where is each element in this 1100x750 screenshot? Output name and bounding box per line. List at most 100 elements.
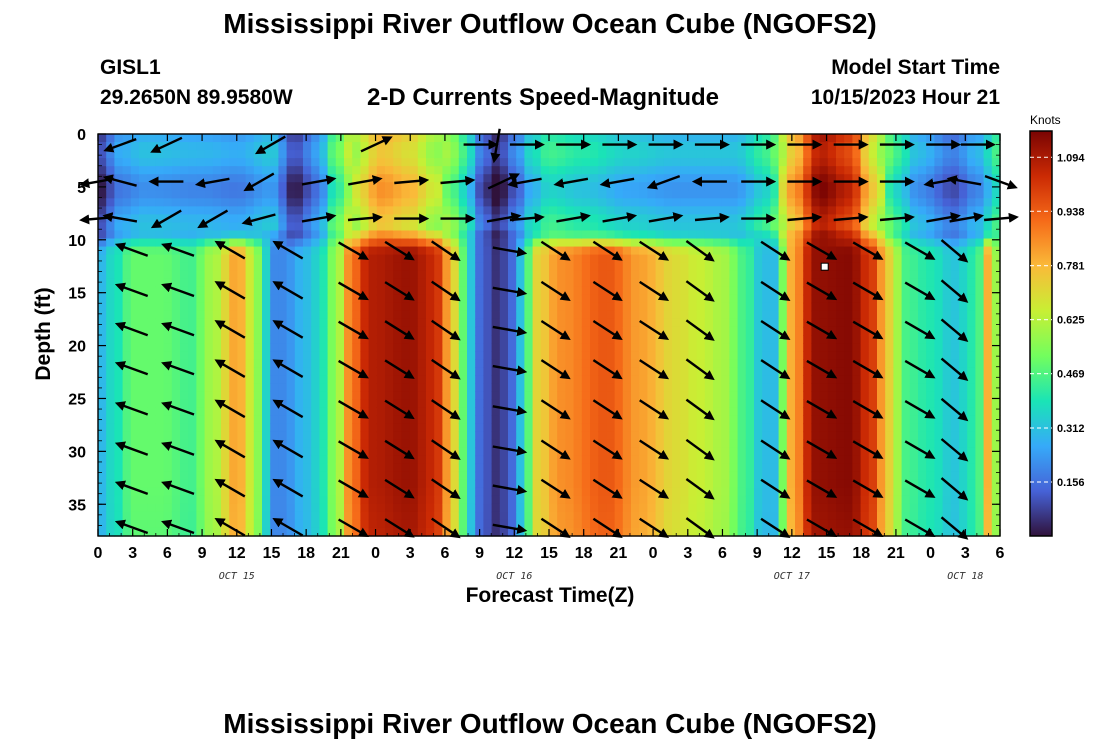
heat-cell <box>114 150 124 159</box>
heat-cell <box>278 166 288 175</box>
heat-cell <box>286 142 296 151</box>
heat-cell <box>565 447 575 457</box>
heat-cell <box>409 190 419 199</box>
heat-cell <box>598 326 607 336</box>
heat-cell <box>368 479 378 489</box>
heat-cell <box>680 351 689 360</box>
heat-cell <box>565 310 575 320</box>
heat-cell <box>819 487 829 497</box>
heat-cell <box>458 415 468 425</box>
heat-cell <box>836 190 845 199</box>
heat-cell <box>327 335 337 344</box>
heat-cell <box>614 182 624 191</box>
heat-cell <box>499 351 509 360</box>
heat-cell <box>745 182 755 191</box>
heat-cell <box>171 238 181 248</box>
heat-cell <box>557 206 566 215</box>
heat-cell <box>508 359 517 368</box>
heat-cell <box>139 455 148 465</box>
heat-cell <box>737 471 747 481</box>
heat-cell <box>434 294 443 304</box>
heat-cell <box>475 519 484 529</box>
heat-cell <box>122 190 132 199</box>
heat-cell <box>696 343 706 352</box>
heat-cell <box>196 503 206 513</box>
heat-cell <box>770 254 780 264</box>
heat-cell <box>680 166 689 175</box>
heat-cell <box>598 359 607 368</box>
heat-cell <box>868 278 878 288</box>
heat-cell <box>606 214 616 224</box>
heat-cell <box>221 407 230 416</box>
heat-cell <box>376 246 386 256</box>
heat-cell <box>639 335 648 344</box>
heat-cell <box>352 302 361 312</box>
heat-cell <box>262 527 271 537</box>
heat-cell <box>188 278 197 288</box>
heat-cell <box>262 198 271 207</box>
heat-cell <box>877 351 886 360</box>
heat-cell <box>434 423 443 433</box>
heat-cell <box>212 230 222 240</box>
heat-cell <box>893 423 903 433</box>
heat-cell <box>663 375 673 384</box>
heat-cell <box>803 423 812 433</box>
heat-cell <box>631 479 640 489</box>
heat-cell <box>762 254 771 264</box>
heat-cell <box>770 343 780 352</box>
heat-cell <box>130 415 140 425</box>
heat-cell <box>819 479 829 489</box>
heat-cell <box>598 479 607 489</box>
heat-cell <box>122 407 132 416</box>
heat-cell <box>885 431 894 441</box>
heat-cell <box>491 166 501 175</box>
heat-cell <box>737 495 747 505</box>
heat-cell <box>655 222 665 232</box>
heat-cell <box>311 182 320 191</box>
heat-cell <box>713 399 722 408</box>
heat-cell <box>549 166 558 175</box>
heat-cell <box>647 447 657 457</box>
heat-cell <box>467 142 476 151</box>
heat-cell <box>696 302 706 312</box>
heat-cell <box>590 519 599 529</box>
heat-cell <box>754 367 763 376</box>
heat-cell <box>417 182 427 191</box>
heat-cell <box>532 495 542 505</box>
heat-cell <box>622 190 632 199</box>
heat-cell <box>795 359 804 368</box>
heat-cell <box>401 142 411 151</box>
heat-cell <box>631 190 640 199</box>
heat-cell <box>286 190 296 199</box>
heat-cell <box>647 487 657 497</box>
heat-cell <box>516 519 525 529</box>
heat-cell <box>483 375 493 384</box>
heat-cell <box>294 318 304 328</box>
heat-cell <box>647 206 657 215</box>
heat-cell <box>98 439 107 449</box>
heat-cell <box>893 246 903 256</box>
heat-cell <box>171 222 181 232</box>
heat-cell <box>458 222 468 232</box>
heat-cell <box>524 471 534 481</box>
heat-cell <box>491 310 501 320</box>
heat-cell <box>130 439 140 449</box>
heat-cell <box>581 455 591 465</box>
heat-cell <box>442 158 452 167</box>
heat-cell <box>885 174 894 183</box>
heat-cell <box>106 407 115 416</box>
heat-cell <box>393 407 402 416</box>
heat-cell <box>622 471 632 481</box>
heat-cell <box>836 487 845 497</box>
heat-cell <box>721 238 730 248</box>
heat-cell <box>237 335 247 344</box>
heat-cell <box>196 375 206 384</box>
heat-cell <box>893 503 903 513</box>
heat-cell <box>327 407 337 416</box>
heat-cell <box>811 335 821 344</box>
heat-cell <box>122 351 132 360</box>
heat-cell <box>532 278 542 288</box>
heat-cell <box>434 527 443 537</box>
heat-cell <box>836 527 845 537</box>
heat-cell <box>598 134 607 143</box>
